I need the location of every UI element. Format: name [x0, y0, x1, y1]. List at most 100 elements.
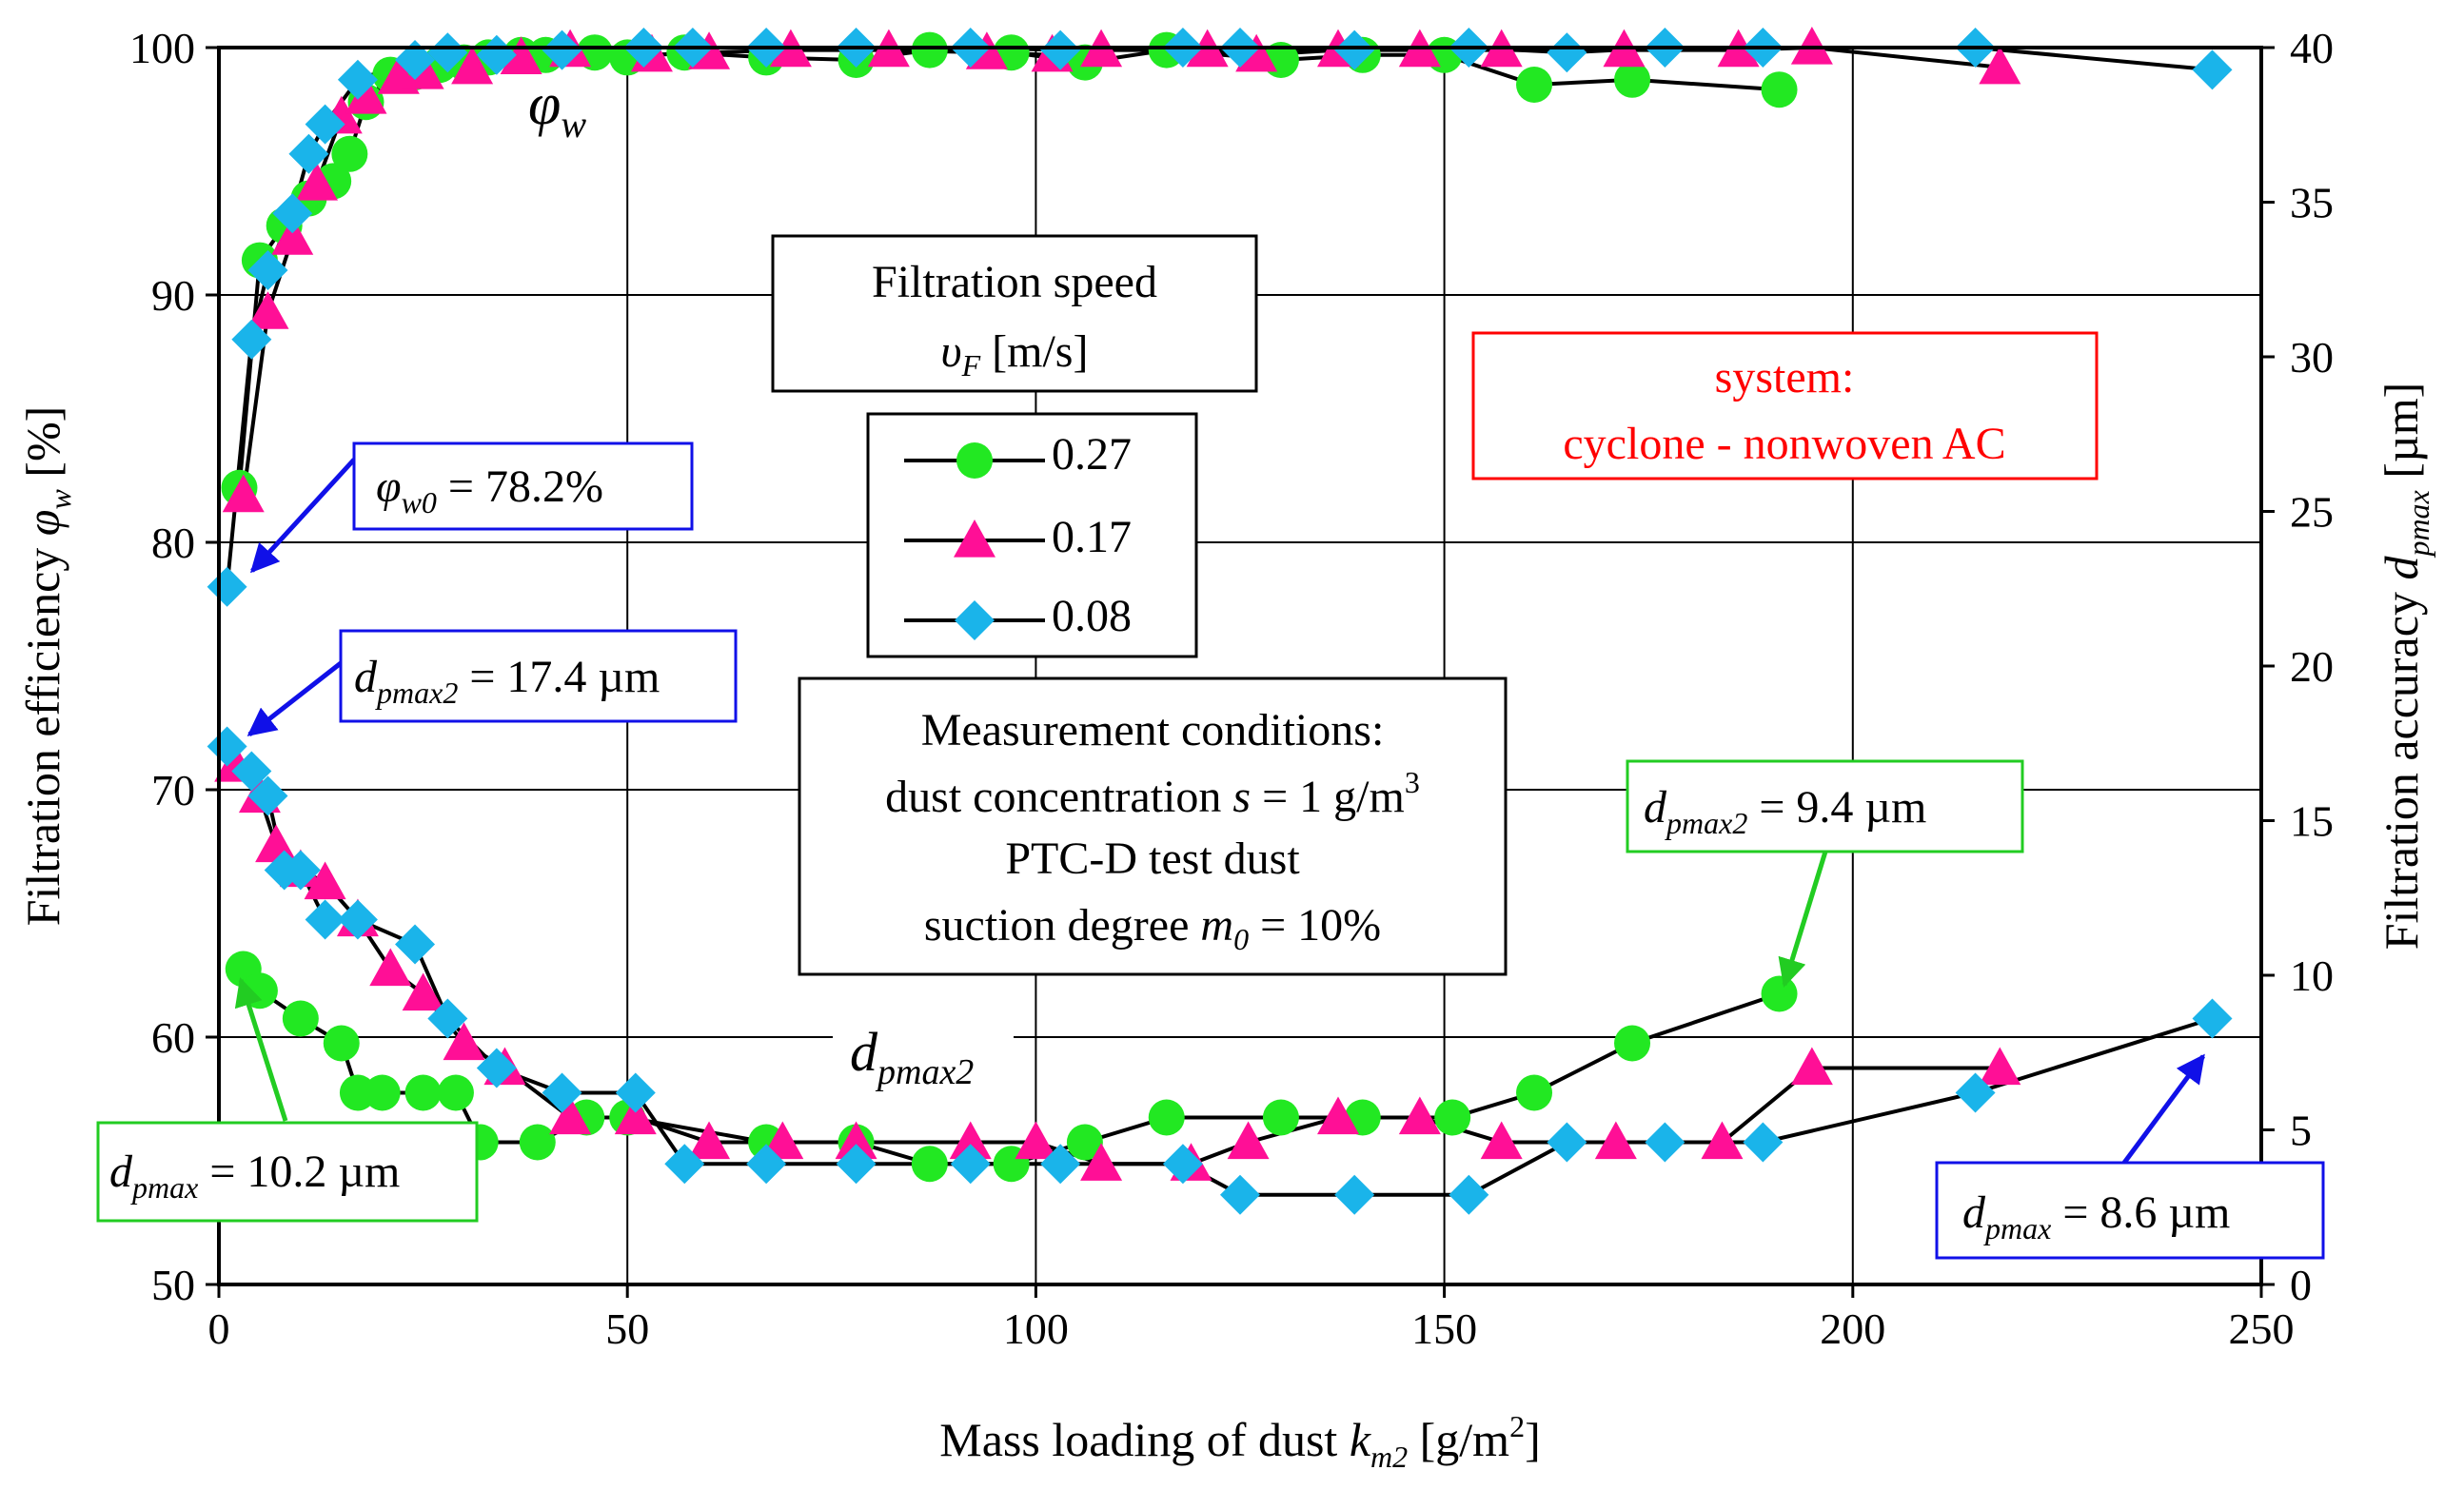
- y-right-tick-label: 35: [2290, 179, 2334, 227]
- data-point-dpmax-0.27: [1066, 1124, 1103, 1161]
- data-point-phi_w-0.08: [542, 29, 582, 70]
- data-point-phi_w-0.08: [207, 566, 247, 607]
- legend-entry-2: 0.08: [1052, 591, 1132, 641]
- dpmax2-curve-label: dpmax2: [850, 1021, 974, 1092]
- data-point-phi_w-0.27: [1761, 71, 1798, 108]
- data-point-phi_w-0.17: [500, 36, 542, 74]
- data-point-phi_w-0.08: [288, 133, 329, 174]
- data-point-dpmax-0.17: [1480, 1121, 1523, 1160]
- svg-text:dpmax2 = 17.4 µm: dpmax2 = 17.4 µm: [354, 652, 660, 714]
- data-point-dpmax-0.27: [519, 1124, 556, 1161]
- x-tick-label: 0: [208, 1304, 230, 1353]
- data-point-dpmax-0.08: [950, 1144, 991, 1185]
- dpmax2-curve-label-bg: [833, 1013, 1014, 1099]
- y-right-tick-label: 30: [2290, 333, 2334, 382]
- y-right-tick-label: 0: [2290, 1261, 2312, 1309]
- y-left-tick-label: 80: [151, 519, 195, 567]
- data-point-dpmax-0.08: [1955, 1072, 1996, 1113]
- y-right-tick-label: 40: [2290, 24, 2334, 72]
- data-point-dpmax-0.08: [1547, 1122, 1587, 1163]
- data-point-dpmax-0.17: [1317, 1096, 1360, 1135]
- data-point-dpmax-0.27: [323, 1025, 360, 1062]
- y-left-axis-title: Filtration efficiency φw [%]: [16, 406, 81, 927]
- data-point-phi_w-0.17: [1979, 46, 2021, 85]
- data-point-phi_w-0.08: [1334, 29, 1375, 70]
- callout-dpmax2-left: dpmax2 = 17.4 µm: [246, 629, 738, 736]
- data-point-dpmax-0.08: [280, 850, 321, 891]
- legend-swatch-marker: [956, 442, 993, 479]
- y-left-tick-label: 60: [151, 1013, 195, 1062]
- data-point-dpmax-0.27: [437, 1074, 474, 1111]
- svg-text:dpmax2 = 9.4 µm: dpmax2 = 9.4 µm: [1644, 782, 1926, 844]
- legend-title-line1: Filtration speed: [872, 257, 1157, 307]
- data-curves: [225, 45, 2214, 1197]
- data-point-phi_w-0.27: [1614, 61, 1651, 98]
- y-right-tick-label: 10: [2290, 951, 2334, 1000]
- data-point-dpmax-0.17: [1080, 1143, 1123, 1181]
- data-point-phi_w-0.08: [231, 319, 272, 360]
- data-point-dpmax-0.08: [1449, 1174, 1489, 1215]
- callout-phi-w0: φw0 = 78.2%: [249, 441, 694, 574]
- data-point-phi_w-0.27: [1516, 67, 1553, 103]
- data-point-dpmax-0.08: [1334, 1174, 1375, 1215]
- data-point-dpmax-0.08: [1220, 1174, 1260, 1215]
- data-point-phi_w-0.08: [305, 104, 345, 145]
- data-point-phi_w-0.17: [246, 291, 289, 329]
- data-point-dpmax-0.08: [1743, 1122, 1784, 1163]
- data-point-phi_w-0.08: [476, 34, 517, 75]
- data-point-dpmax-0.08: [1162, 1144, 1203, 1185]
- callout-dpmax-right: dpmax = 8.6 µm: [1935, 1053, 2325, 1260]
- data-point-dpmax-0.08: [337, 899, 378, 940]
- data-point-dpmax-0.08: [836, 1144, 877, 1185]
- x-axis-title: Mass loading of dust km2 [g/m2]: [939, 1409, 1540, 1478]
- data-point-dpmax-0.17: [1227, 1121, 1270, 1160]
- y-left-tick-label: 90: [151, 271, 195, 320]
- axis-ticks: 0 50 100 150 200 250 50 60 70 80 90 100 0 5 10 15 20 25 30…: [129, 24, 2334, 1353]
- data-point-dpmax-0.08: [542, 1072, 582, 1113]
- data-point-dpmax-0.17: [1790, 1047, 1833, 1086]
- data-point-dpmax-0.08: [1040, 1144, 1081, 1185]
- data-point-dpmax-0.27: [1516, 1074, 1553, 1111]
- data-point-phi_w-0.08: [395, 40, 436, 80]
- legend-entry-1: 0.17: [1052, 512, 1132, 562]
- data-point-dpmax-0.27: [282, 1000, 319, 1037]
- data-point-phi_w-0.08: [247, 250, 288, 290]
- data-point-phi_w-0.17: [451, 46, 494, 85]
- x-tick-label: 150: [1411, 1304, 1477, 1353]
- x-tick-label: 100: [1003, 1304, 1069, 1353]
- data-point-dpmax-0.17: [949, 1121, 992, 1160]
- y-left-tick-label: 50: [151, 1261, 195, 1309]
- data-point-dpmax-0.08: [746, 1144, 787, 1185]
- legend: 0.27 0.17 0.08: [866, 412, 1198, 658]
- data-point-dpmax-0.08: [664, 1144, 705, 1185]
- data-point-dpmax-0.17: [1015, 1121, 1057, 1160]
- data-point-dpmax-0.08: [305, 899, 345, 940]
- data-point-dpmax-0.08: [247, 775, 288, 816]
- data-point-dpmax-0.17: [255, 824, 298, 863]
- y-left-tick-label: 100: [129, 24, 195, 72]
- data-point-dpmax-0.27: [1434, 1099, 1471, 1136]
- conditions-line1: Measurement conditions:: [921, 705, 1385, 755]
- data-point-dpmax-0.27: [911, 1146, 948, 1183]
- data-point-phi_w-0.17: [1790, 27, 1833, 65]
- data-point-dpmax-0.08: [615, 1072, 656, 1113]
- data-point-phi_w-0.17: [296, 163, 339, 201]
- data-point-phi_w-0.17: [345, 76, 387, 114]
- data-point-dpmax-0.17: [761, 1121, 804, 1160]
- data-point-phi_w-0.17: [222, 474, 265, 513]
- svg-text:dpmax = 8.6 µm: dpmax = 8.6 µm: [1962, 1187, 2230, 1249]
- data-point-dpmax-0.17: [1701, 1121, 1744, 1160]
- data-point-phi_w-0.17: [271, 217, 314, 255]
- data-point-dpmax-0.27: [1148, 1099, 1185, 1136]
- data-point-phi_w-0.08: [1040, 29, 1081, 70]
- legend-title-box: Filtration speed υF [m/s]: [771, 234, 1258, 393]
- data-point-dpmax-0.27: [1761, 975, 1798, 1012]
- data-point-phi_w-0.27: [331, 135, 368, 172]
- data-point-dpmax-0.17: [369, 948, 412, 987]
- data-point-dpmax-0.08: [395, 924, 436, 965]
- data-point-dpmax-0.08: [2192, 998, 2233, 1039]
- data-point-phi_w-0.08: [1547, 32, 1587, 73]
- data-point-phi_w-0.08: [427, 32, 468, 73]
- legend-swatch-marker: [954, 520, 995, 558]
